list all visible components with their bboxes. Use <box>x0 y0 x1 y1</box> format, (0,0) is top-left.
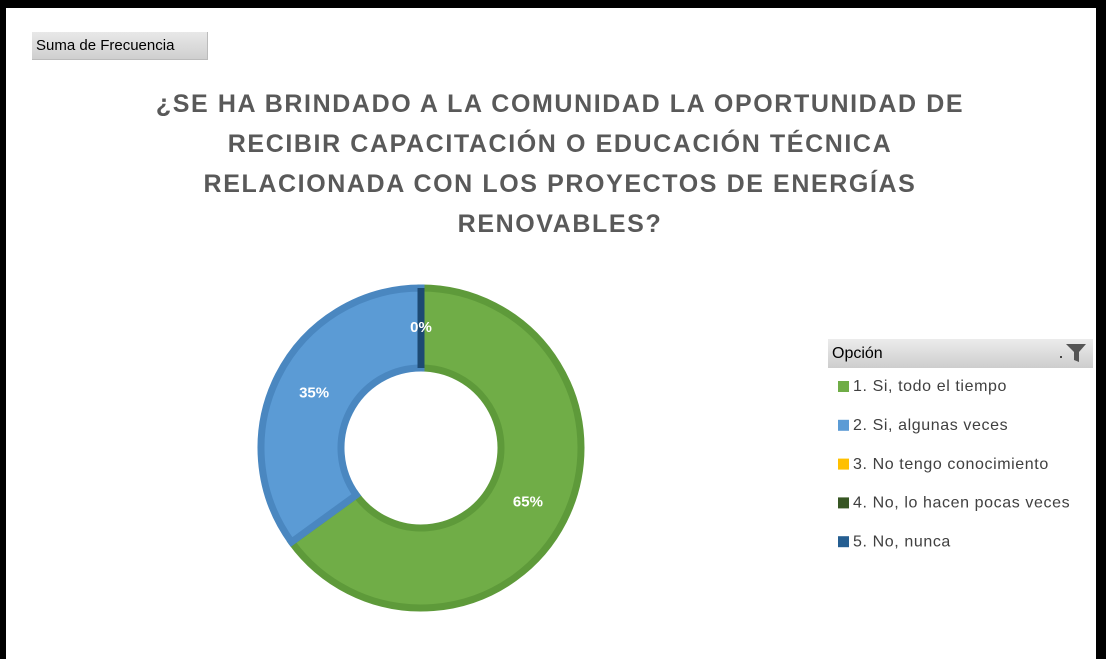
legend-label: 5. No, nunca <box>853 533 951 550</box>
legend-label: 3. No tengo conocimiento <box>853 456 1049 473</box>
legend-label: 4. No, lo hacen pocas veces <box>853 495 1070 512</box>
legend-label: 2. Si, algunas veces <box>853 417 1008 434</box>
legend-swatch <box>838 419 849 431</box>
data-label: 35% <box>299 384 329 401</box>
data-label: 65% <box>513 493 543 510</box>
legend-swatch <box>838 536 849 548</box>
data-label: 0% <box>410 319 432 336</box>
legend-label: 1. Si, todo el tiempo <box>853 378 1007 395</box>
legend-swatch <box>838 381 849 392</box>
donut-slice <box>286 284 585 612</box>
legend-header <box>828 339 1093 368</box>
legend-swatch <box>838 458 849 470</box>
donut-slice <box>257 284 425 547</box>
field-button[interactable]: Suma de Frecuencia <box>32 32 208 60</box>
filter-icon[interactable] <box>1060 344 1086 362</box>
legend-swatch <box>838 497 849 509</box>
legend-title: Opción <box>832 345 883 362</box>
chart-title: ¿SE HA BRINDADO A LA COMUNIDAD LA OPORTU… <box>155 90 965 238</box>
